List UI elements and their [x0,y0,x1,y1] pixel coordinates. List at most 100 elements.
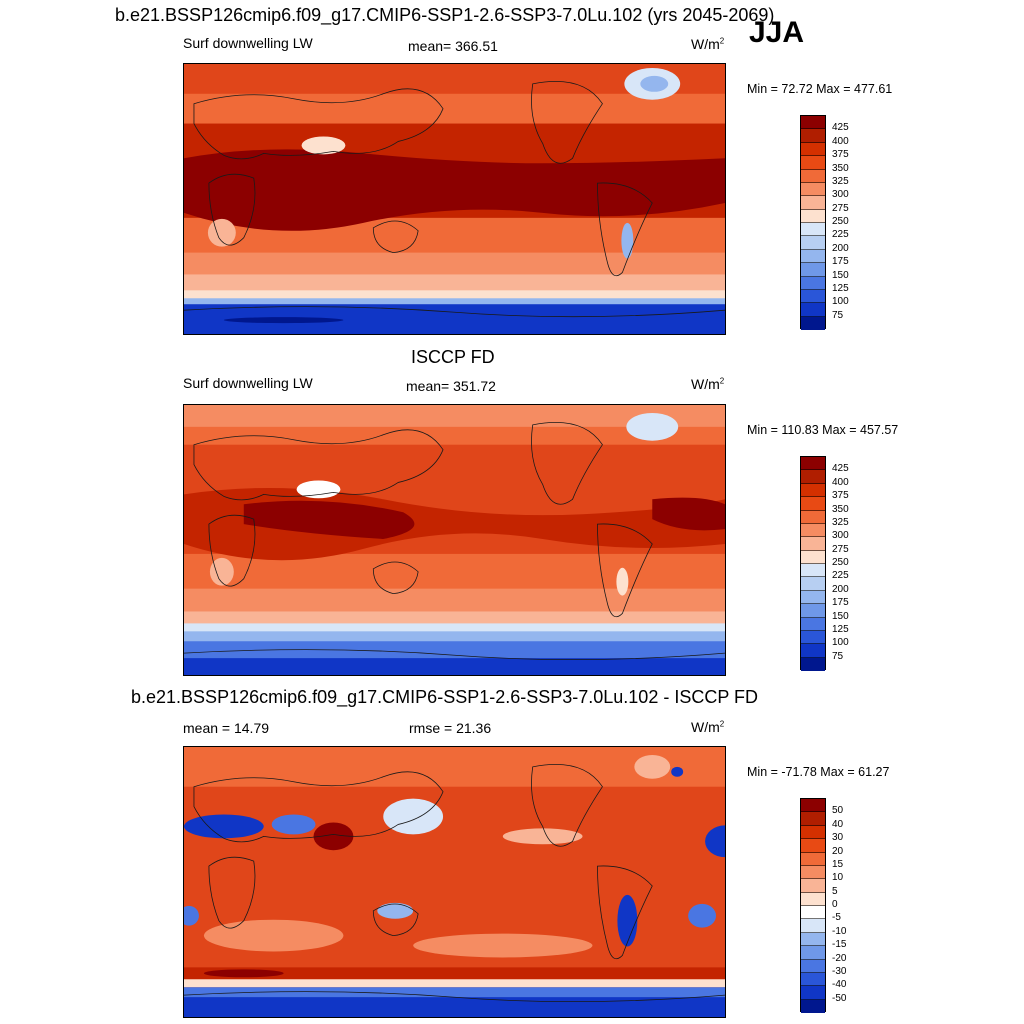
colorbar-swatch [801,537,825,551]
colorbar-tick-label: 250 [832,557,849,568]
colorbar-swatch [801,510,825,524]
panel2-title: ISCCP FD [411,347,495,367]
panel1-title: b.e21.BSSP126cmip6.f09_g17.CMIP6-SSP1-2.… [115,5,775,25]
panel2-variable-label: Surf downwelling LW [183,375,313,391]
colorbar-swatch [801,316,825,330]
colorbar-tick-label: 125 [832,282,849,294]
colorbar-tick-label: 100 [832,296,849,308]
colorbar-swatch [801,249,825,264]
colorbar-swatch [801,303,825,317]
colorbar-tick-label: 200 [832,583,849,595]
colorbar-swatch [801,617,825,631]
colorbar-swatch [801,550,825,564]
colorbar-swatch [801,209,825,223]
panel3-mean-label: mean = 14.79 [183,720,270,736]
colorbar-tick-label: 350 [832,162,849,174]
colorbar-tick-label: -5 [832,912,841,924]
panel2-mean-label: mean= 351.72 [406,378,496,394]
colorbar-swatch [801,470,825,484]
colorbar-tick-label: 300 [832,530,849,542]
colorbar-swatch [801,457,825,471]
colorbar-tick-label: 225 [832,229,849,241]
colorbar-tick-label: -30 [832,965,847,977]
colorbar-swatch [801,657,825,671]
panel1-mean-label: mean= 366.51 [408,38,498,54]
colorbar-tick-label: -20 [832,952,847,964]
colorbar-swatch [801,523,825,538]
colorbar-tick-label: 125 [832,623,849,635]
colorbar-swatch [801,946,825,960]
colorbar-tick-label: 40 [832,818,844,830]
panel1-colorbar [800,115,826,330]
colorbar-tick-label: 20 [832,845,844,857]
colorbar-swatch [801,289,825,304]
panel1-units: W/m2 [691,36,725,52]
colorbar-swatch [801,906,825,920]
colorbar-swatch [801,644,825,658]
colorbar-tick-label: 100 [832,637,849,649]
colorbar-tick-label: -50 [832,992,847,1004]
panel3-map [183,746,726,1018]
colorbar-swatch [801,986,825,1000]
panel1-variable-label: Surf downwelling LW [183,35,313,51]
colorbar-swatch [801,839,825,853]
colorbar-swatch [801,564,825,578]
panel1-map [183,63,726,335]
colorbar-tick-label: -10 [832,925,847,937]
colorbar-tick-label: 75 [832,309,844,321]
panel3-units: W/m2 [691,719,725,735]
colorbar-tick-label: 75 [832,650,844,662]
colorbar-swatch [801,196,825,210]
colorbar-swatch [801,483,825,498]
colorbar-tick-label: 150 [832,610,849,622]
colorbar-tick-label: 350 [832,503,849,515]
colorbar-swatch [801,812,825,826]
colorbar-tick-label: -40 [832,979,847,991]
colorbar-tick-label: 425 [832,463,849,475]
colorbar-tick-label: 400 [832,135,849,147]
colorbar-tick-label: 30 [832,832,844,844]
colorbar-swatch [801,799,825,813]
colorbar-tick-label: 225 [832,570,849,582]
colorbar-swatch [801,919,825,933]
colorbar-swatch [801,142,825,157]
colorbar-swatch [801,590,825,605]
colorbar-swatch [801,865,825,880]
colorbar-swatch [801,630,825,645]
colorbar-swatch [801,999,825,1013]
colorbar-swatch [801,604,825,618]
colorbar-tick-label: 150 [832,269,849,281]
colorbar-tick-label: 275 [832,202,849,214]
colorbar-tick-label: 15 [832,858,844,870]
panel3-title: b.e21.BSSP126cmip6.f09_g17.CMIP6-SSP1-2.… [131,687,759,707]
colorbar-tick-label: 10 [832,872,844,884]
colorbar-swatch [801,129,825,143]
colorbar-swatch [801,959,825,973]
colorbar-swatch [801,156,825,170]
panel2-map [183,404,726,676]
colorbar-swatch [801,236,825,250]
colorbar-tick-label: 325 [832,175,849,187]
panel3-rmse-label: rmse = 21.36 [409,720,492,736]
colorbar-swatch [801,825,825,840]
colorbar-tick-label: 175 [832,256,849,268]
season-label: JJA [749,16,805,49]
colorbar-tick-label: 400 [832,476,849,488]
panel2-minmax: Min = 110.83 Max = 457.57 [747,423,899,437]
colorbar-tick-label: 250 [832,216,849,227]
colorbar-tick-label: 325 [832,516,849,528]
colorbar-swatch [801,892,825,906]
colorbar-tick-label: 375 [832,149,849,161]
colorbar-tick-label: 375 [832,490,849,502]
colorbar-tick-label: 300 [832,189,849,201]
colorbar-swatch [801,182,825,197]
panel2-units: W/m2 [691,376,725,392]
panel1-contour-field [184,64,725,334]
colorbar-swatch [801,852,825,866]
colorbar-tick-label: -15 [832,939,847,951]
colorbar-swatch [801,116,825,130]
colorbar-tick-label: 5 [832,885,838,897]
colorbar-swatch [801,263,825,277]
panel1-minmax: Min = 72.72 Max = 477.61 [747,82,893,96]
panel3-colorbar [800,798,826,1013]
